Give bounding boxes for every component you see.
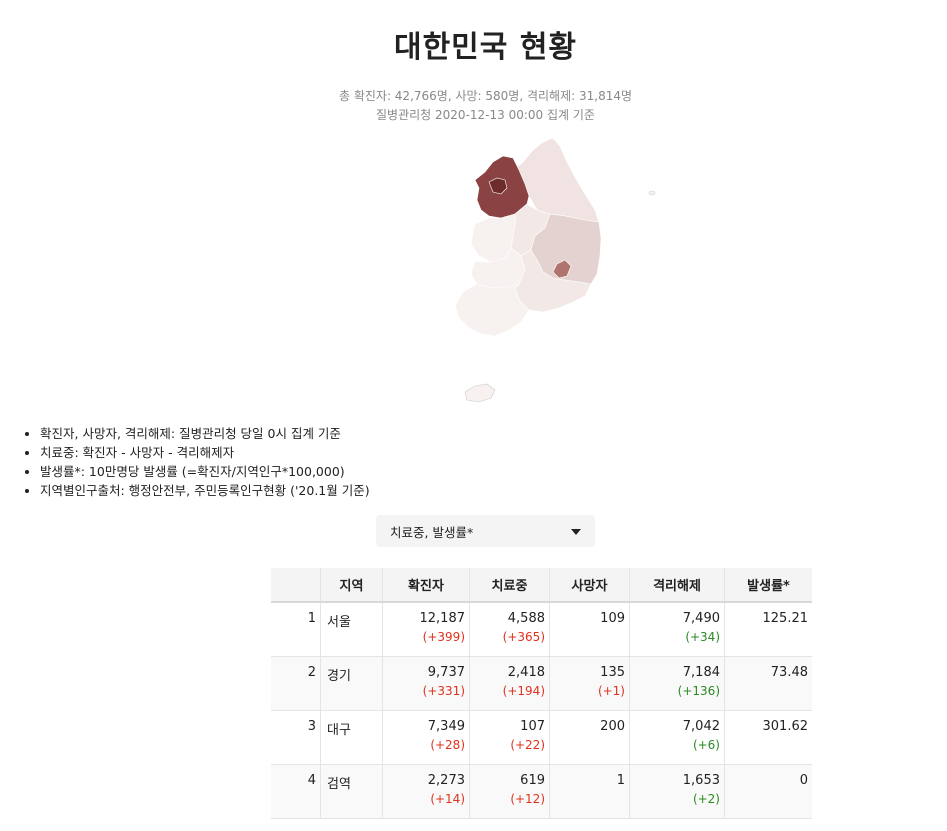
island-ulleung (648, 190, 656, 196)
header-confirmed[interactable]: 확진자 (382, 568, 470, 603)
cell-treating: 2,418 (+194) (469, 656, 550, 711)
cell-deaths: 1 (549, 764, 630, 819)
treating-value: 619 (520, 772, 545, 788)
treating-delta: (+194) (502, 683, 545, 698)
cell-released: 7,490 (+34) (629, 602, 725, 657)
treating-delta: (+365) (502, 630, 545, 644)
metric-select[interactable]: 치료중, 발생률* (376, 515, 595, 547)
cell-confirmed: 12,187 (+399) (382, 602, 470, 657)
metric-select-value: 치료중, 발생률* (390, 524, 474, 540)
deaths-value: 109 (600, 611, 625, 626)
region-jeju[interactable] (464, 383, 496, 403)
released-delta: (+6) (692, 737, 720, 752)
source-text: 질병관리청 2020-12-13 00:00 집계 기준 (376, 108, 595, 122)
note-item: 치료중: 확진자 - 사망자 - 격리해제자 (40, 443, 370, 462)
released-value: 1,653 (682, 772, 720, 788)
confirmed-delta: (+14) (430, 791, 465, 806)
note-item: 발생률*: 10만명당 발생률 (=확진자/지역인구*100,000) (40, 462, 370, 481)
rate-value: 301.62 (762, 718, 809, 734)
header-region[interactable]: 지역 (320, 568, 383, 603)
row-region: 검역 (320, 764, 383, 819)
summary-text: 총 확진자: 42,766명, 사망: 580명, 격리해제: 31,814명 (338, 89, 633, 103)
page-title: 대한민국 현황 (393, 30, 578, 65)
table-row: 1 서울 12,187 (+399) 4,588 (+365) 109 7,490 (… (271, 602, 812, 657)
note-item: 지역별인구출처: 행정안전부, 주민등록인구현황 ('20.1월 기준) (40, 481, 370, 500)
confirmed-value: 9,737 (427, 664, 465, 680)
cell-treating: 107 (+22) (469, 710, 550, 765)
row-region: 경기 (320, 656, 383, 711)
released-value: 7,184 (682, 664, 720, 680)
confirmed-value: 2,273 (427, 772, 465, 788)
rate-value: 73.48 (770, 664, 808, 680)
cell-released: 7,184 (+136) (629, 656, 725, 711)
region-daegu[interactable] (552, 259, 572, 279)
cell-released: 7,042 (+6) (629, 710, 725, 765)
confirmed-delta: (+399) (422, 630, 465, 644)
released-delta: (+136) (677, 683, 720, 698)
table-row: 2 경기 9,737 (+331) 2,418 (+194) 135 (+1) 7,1… (271, 656, 812, 711)
released-delta: (+34) (685, 630, 720, 644)
deaths-delta: (+1) (597, 683, 625, 698)
region-gangwon[interactable] (512, 137, 600, 223)
table-row: 3 대구 7,349 (+28) 107 (+22) 200 7,042 (+6) 3… (271, 710, 812, 765)
rate-value: 0 (799, 772, 808, 788)
treating-delta: (+12) (510, 791, 545, 806)
cell-deaths: 200 (549, 710, 630, 765)
confirmed-value: 7,349 (427, 718, 465, 734)
region-jeonnam[interactable] (454, 283, 530, 337)
notes-list: 확진자, 사망자, 격리해제: 질병관리청 당일 0시 집계 기준 치료중: 확… (22, 424, 370, 500)
header-rate[interactable]: 발생률* (724, 568, 812, 603)
header-released[interactable]: 격리해제 (629, 568, 725, 603)
treating-value: 4,588 (507, 611, 545, 626)
cell-rate: 73.48 (724, 656, 812, 711)
treating-value: 2,418 (507, 664, 545, 680)
released-value: 7,042 (682, 718, 720, 734)
korea-map (454, 137, 656, 403)
cell-released: 1,653 (+2) (629, 764, 725, 819)
released-value: 7,490 (682, 611, 720, 626)
deaths-value: 1 (616, 772, 625, 788)
treating-delta: (+22) (510, 737, 545, 752)
rate-value: 125.21 (762, 611, 809, 626)
cell-deaths: 109 (549, 602, 630, 657)
row-region: 서울 (320, 602, 383, 657)
confirmed-delta: (+331) (422, 683, 465, 698)
row-index: 2 (271, 656, 321, 711)
row-index: 4 (271, 764, 321, 819)
confirmed-value: 12,187 (419, 611, 466, 626)
note-item: 확진자, 사망자, 격리해제: 질병관리청 당일 0시 집계 기준 (40, 424, 370, 443)
header-treating[interactable]: 치료중 (469, 568, 550, 603)
chevron-down-icon (571, 528, 581, 535)
cell-confirmed: 9,737 (+331) (382, 656, 470, 711)
header-index (271, 568, 321, 603)
cell-confirmed: 7,349 (+28) (382, 710, 470, 765)
released-delta: (+2) (692, 791, 720, 806)
cell-deaths: 135 (+1) (549, 656, 630, 711)
deaths-value: 200 (600, 718, 625, 734)
row-region: 대구 (320, 710, 383, 765)
treating-value: 107 (520, 718, 545, 734)
cell-confirmed: 2,273 (+14) (382, 764, 470, 819)
deaths-value: 135 (600, 664, 625, 680)
cell-rate: 0 (724, 764, 812, 819)
row-index: 1 (271, 602, 321, 657)
confirmed-delta: (+28) (430, 737, 465, 752)
region-table: 지역 확진자 치료중 사망자 격리해제 발생률* 1 서울 12,187 (+39… (271, 568, 812, 819)
table-row: 4 검역 2,273 (+14) 619 (+12) 1 1,653 (+2) 0 (271, 764, 812, 819)
cell-rate: 125.21 (724, 602, 812, 657)
region-seoul[interactable] (488, 177, 508, 195)
table-header-row: 지역 확진자 치료중 사망자 격리해제 발생률* (271, 568, 812, 603)
header-deaths[interactable]: 사망자 (549, 568, 630, 603)
row-index: 3 (271, 710, 321, 765)
cell-treating: 619 (+12) (469, 764, 550, 819)
cell-treating: 4,588 (+365) (469, 602, 550, 657)
cell-rate: 301.62 (724, 710, 812, 765)
